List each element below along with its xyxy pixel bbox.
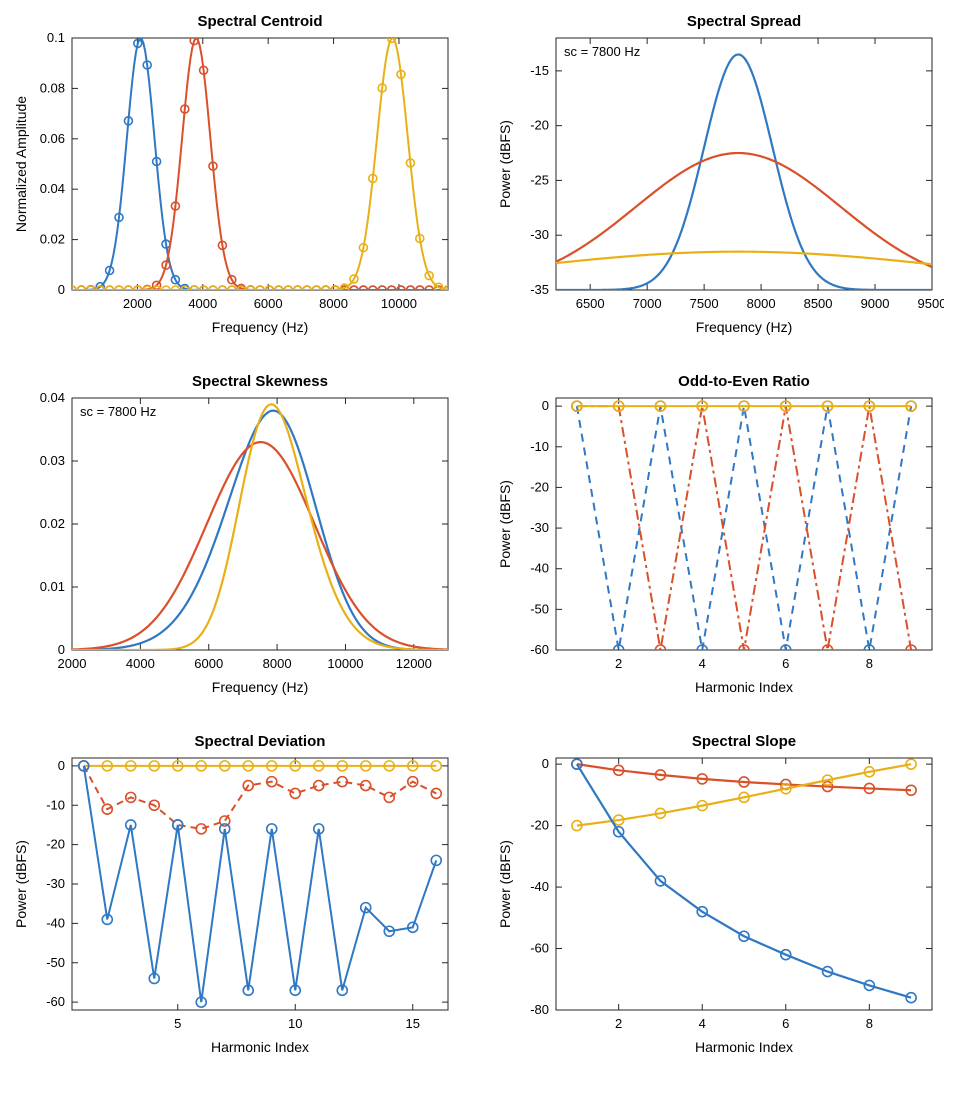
svg-text:-10: -10 <box>46 797 65 812</box>
x-axis-label: Frequency (Hz) <box>212 319 308 335</box>
svg-text:-25: -25 <box>530 172 549 187</box>
chart-grid: 20004000600080001000000.020.040.060.080.… <box>10 10 947 1060</box>
y-axis-label: Normalized Amplitude <box>13 96 29 232</box>
x-axis-label: Harmonic Index <box>694 679 792 695</box>
chart-title: Spectral Skewness <box>192 373 328 390</box>
panel-deviation: 5 10 15 -60 -50 -40 -30 -20 -10 0 Spectral Deviati… <box>10 730 464 1060</box>
svg-text:10: 10 <box>288 1016 302 1031</box>
svg-text:2: 2 <box>615 656 622 671</box>
svg-text:0.04: 0.04 <box>40 390 65 405</box>
chart-title: Spectral Deviation <box>195 733 326 750</box>
svg-text:10000: 10000 <box>381 296 417 311</box>
svg-text:8000: 8000 <box>319 296 348 311</box>
svg-text:9500: 9500 <box>917 296 943 311</box>
chart-slope: 2 4 6 8 -80 -60 -40 -20 0 Spectral Slope Harmonic … <box>494 730 944 1060</box>
panel-spread: 6500 7000 7500 8000 8500 9000 9500 -35 -30 -25 -20… <box>494 10 948 340</box>
svg-text:8000: 8000 <box>746 296 775 311</box>
svg-text:0: 0 <box>541 756 548 771</box>
chart-oddEven: 2 4 6 8 -60 -50 -40 -30 -20 -10 0 Odd-to-Even Ratio… <box>494 370 944 700</box>
svg-text:4000: 4000 <box>126 656 155 671</box>
svg-text:6500: 6500 <box>575 296 604 311</box>
chart-deviation: 5 10 15 -60 -50 -40 -30 -20 -10 0 Spectral Deviati… <box>10 730 460 1060</box>
panel-slope: 2 4 6 8 -80 -60 -40 -20 0 Spectral Slope Harmonic … <box>494 730 948 1060</box>
svg-text:8: 8 <box>865 1016 872 1031</box>
svg-text:-35: -35 <box>530 282 549 297</box>
svg-text:4: 4 <box>698 1016 705 1031</box>
y-axis-label: Power (dBFS) <box>497 480 513 568</box>
svg-text:0: 0 <box>58 642 65 657</box>
chart-title: Spectral Centroid <box>197 13 322 30</box>
svg-text:-40: -40 <box>530 879 549 894</box>
svg-text:-20: -20 <box>530 479 549 494</box>
svg-text:2: 2 <box>615 1016 622 1031</box>
svg-text:8500: 8500 <box>803 296 832 311</box>
svg-text:6: 6 <box>782 1016 789 1031</box>
chart-centroid: 2000 4000 6000 8000 10000 0 0.02 0.04 0.06 0.08 0.… <box>10 10 460 340</box>
svg-text:-50: -50 <box>530 601 549 616</box>
svg-text:0: 0 <box>541 398 548 413</box>
chart-annotation: sc = 7800 Hz <box>564 44 640 59</box>
svg-text:0: 0 <box>58 758 65 773</box>
x-axis-label: Harmonic Index <box>211 1039 309 1055</box>
svg-text:2000: 2000 <box>58 656 87 671</box>
panel-centroid: 2000 4000 6000 8000 10000 0 0.02 0.04 0.06 0.08 0.… <box>10 10 464 340</box>
svg-text:0.02: 0.02 <box>40 232 65 247</box>
svg-text:-20: -20 <box>530 818 549 833</box>
svg-text:2000: 2000 <box>123 296 152 311</box>
chart-skewness: 2000 4000 6000 8000 10000 12000 0 0.01 0.02 0.03 0… <box>10 370 460 700</box>
svg-text:-30: -30 <box>530 520 549 535</box>
svg-text:6: 6 <box>782 656 789 671</box>
chart-spread: 6500 7000 7500 8000 8500 9000 9500 -35 -30 -25 -20… <box>494 10 944 340</box>
svg-text:0.1: 0.1 <box>47 30 65 45</box>
svg-text:7000: 7000 <box>632 296 661 311</box>
svg-text:9000: 9000 <box>860 296 889 311</box>
svg-text:10000: 10000 <box>327 656 363 671</box>
y-axis-label: Power (dBFS) <box>497 120 513 208</box>
svg-text:0.02: 0.02 <box>40 516 65 531</box>
svg-text:-20: -20 <box>530 118 549 133</box>
svg-text:-30: -30 <box>530 227 549 242</box>
svg-text:0: 0 <box>58 282 65 297</box>
panel-oddEven: 2 4 6 8 -60 -50 -40 -30 -20 -10 0 Odd-to-Even Ratio… <box>494 370 948 700</box>
svg-text:-50: -50 <box>46 955 65 970</box>
svg-text:0.06: 0.06 <box>40 131 65 146</box>
svg-text:-20: -20 <box>46 837 65 852</box>
y-axis-label: Power (dBFS) <box>13 840 29 928</box>
svg-text:4: 4 <box>698 656 705 671</box>
chart-title: Spectral Spread <box>686 13 800 30</box>
svg-text:-80: -80 <box>530 1002 549 1017</box>
svg-text:0.08: 0.08 <box>40 80 65 95</box>
chart-title: Spectral Slope <box>691 733 795 750</box>
svg-text:-60: -60 <box>530 941 549 956</box>
svg-text:5: 5 <box>174 1016 181 1031</box>
chart-annotation: sc = 7800 Hz <box>80 404 156 419</box>
svg-text:8: 8 <box>865 656 872 671</box>
y-axis-label: Power (dBFS) <box>497 840 513 928</box>
panel-skewness: 2000 4000 6000 8000 10000 12000 0 0.01 0.02 0.03 0… <box>10 370 464 700</box>
svg-text:-15: -15 <box>530 63 549 78</box>
svg-text:-40: -40 <box>46 915 65 930</box>
svg-text:15: 15 <box>406 1016 420 1031</box>
svg-text:-30: -30 <box>46 876 65 891</box>
svg-text:12000: 12000 <box>396 656 432 671</box>
svg-text:-40: -40 <box>530 561 549 576</box>
svg-text:0.03: 0.03 <box>40 453 65 468</box>
svg-text:6000: 6000 <box>194 656 223 671</box>
svg-text:4000: 4000 <box>188 296 217 311</box>
svg-text:0.04: 0.04 <box>40 181 65 196</box>
svg-text:-60: -60 <box>46 994 65 1009</box>
svg-text:-10: -10 <box>530 439 549 454</box>
svg-text:6000: 6000 <box>254 296 283 311</box>
svg-text:-60: -60 <box>530 642 549 657</box>
chart-title: Odd-to-Even Ratio <box>678 373 810 390</box>
x-axis-label: Frequency (Hz) <box>695 319 791 335</box>
svg-text:0.01: 0.01 <box>40 579 65 594</box>
svg-text:8000: 8000 <box>263 656 292 671</box>
x-axis-label: Frequency (Hz) <box>212 679 308 695</box>
svg-text:7500: 7500 <box>689 296 718 311</box>
x-axis-label: Harmonic Index <box>694 1039 792 1055</box>
